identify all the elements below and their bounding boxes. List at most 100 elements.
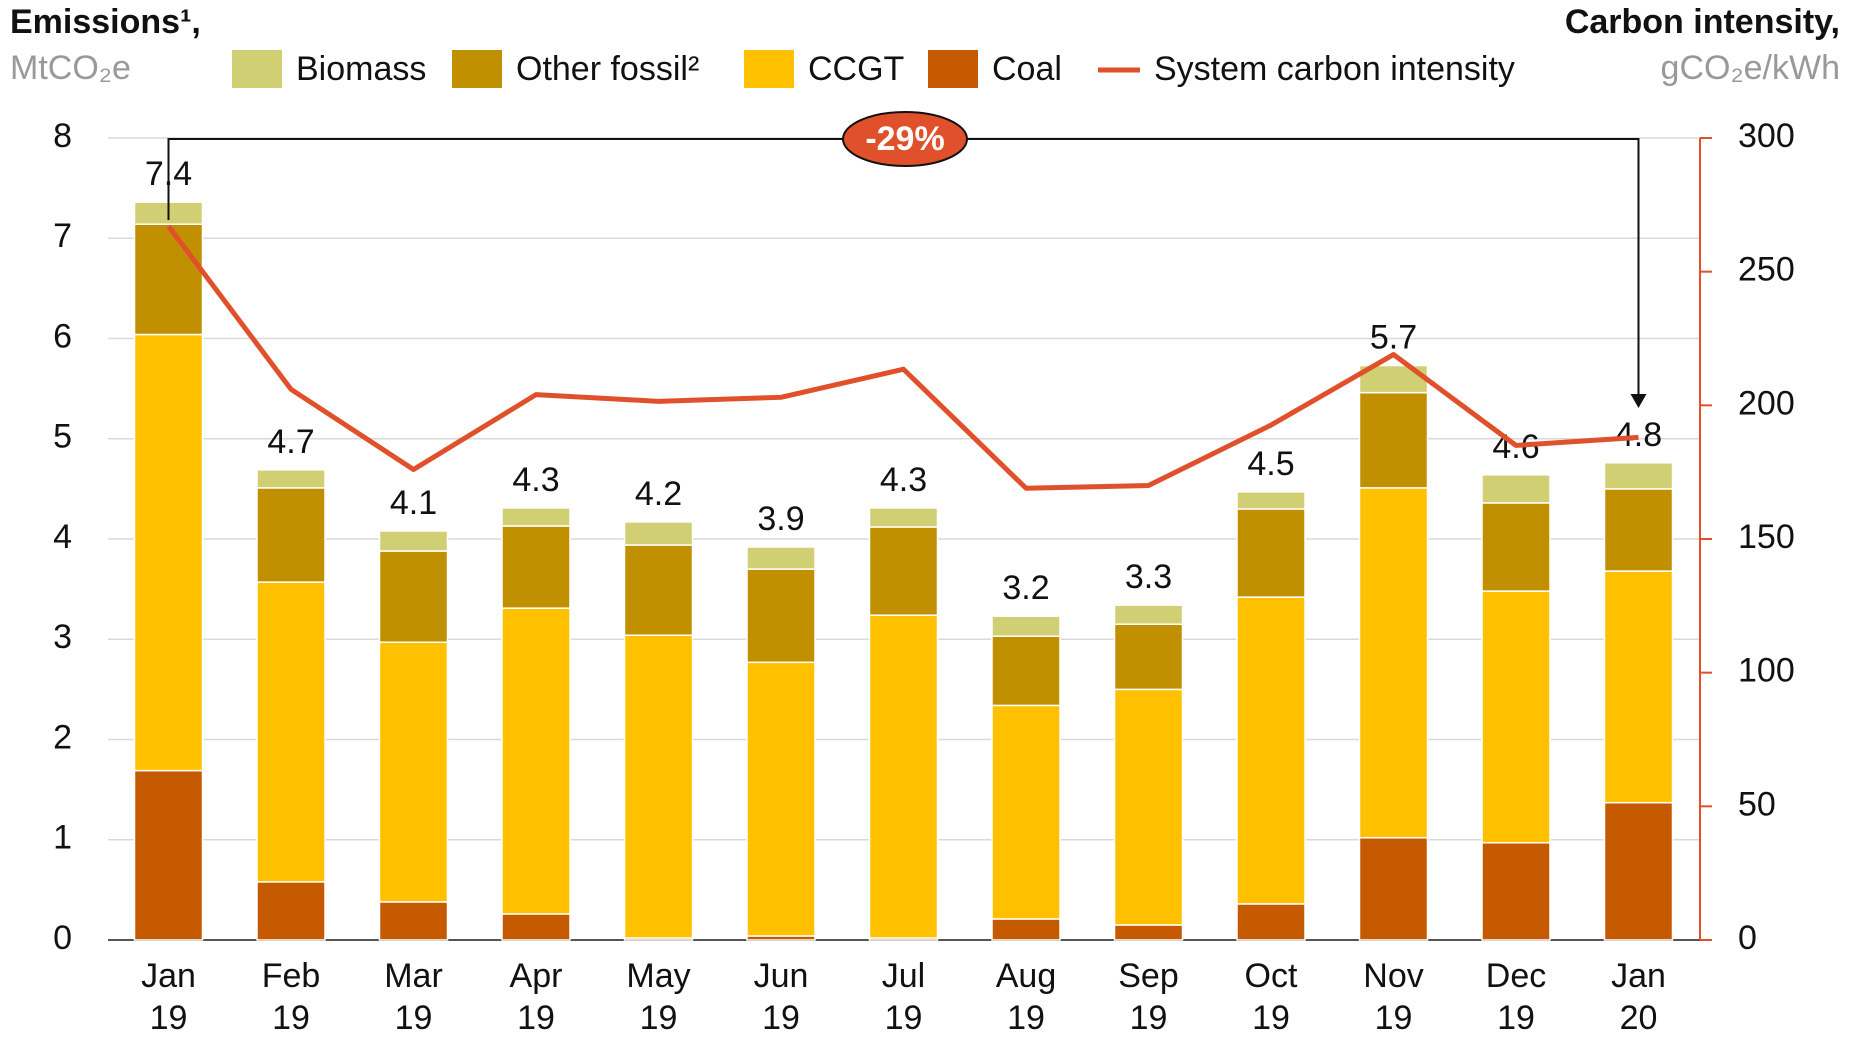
bar-segment (1481, 842, 1551, 941)
bar-segment (501, 525, 571, 609)
x-tick-label: Jun 19 (753, 957, 809, 1037)
bar-segment (1236, 491, 1306, 510)
legend-label: CCGT (808, 50, 904, 88)
bar-segment (1481, 590, 1551, 844)
total-label: 4.3 (512, 461, 559, 499)
annotation-bubble (842, 111, 968, 167)
bar-segment (1113, 924, 1184, 941)
bar-segment (746, 568, 816, 664)
bar-segment (133, 769, 204, 941)
x-tick-label: Dec 19 (1485, 957, 1547, 1037)
legend-label: Coal (992, 50, 1062, 88)
bar-segment (1113, 623, 1184, 691)
bar-segment (1113, 688, 1184, 926)
bar-segment (256, 469, 326, 489)
x-tick-label: Nov 19 (1363, 957, 1424, 1037)
bar-segment (868, 526, 939, 616)
bar-segment (378, 901, 449, 941)
arrowhead (1630, 394, 1647, 408)
x-tick-label: May 19 (626, 957, 691, 1037)
x-tick-label: Aug 19 (995, 957, 1057, 1037)
bar-segment (1236, 508, 1306, 598)
y2-tick-label: 200 (1738, 384, 1795, 422)
bar-segment (746, 661, 816, 937)
bar-segment (623, 521, 694, 546)
bar-segment (1358, 487, 1429, 839)
x-tick-label: Sep 19 (1118, 957, 1179, 1037)
bar-segment (1603, 462, 1674, 490)
legend-swatch (928, 50, 978, 88)
legend-label: Other fossil² (516, 50, 699, 88)
y2-tick-label: 150 (1738, 518, 1795, 556)
bar-segment (1603, 801, 1674, 941)
legend-label: Biomass (296, 50, 426, 88)
y-tick-label: 7 (53, 217, 72, 255)
y-axis-title: Emissions¹, (10, 3, 201, 41)
bar-segment (991, 704, 1061, 920)
line (166, 224, 1639, 491)
y2-tick-label: 50 (1738, 785, 1776, 823)
bar-segment (378, 550, 449, 644)
y-tick-label: 0 (53, 919, 72, 957)
bar-segment (1603, 570, 1674, 804)
x-tick-label: Oct 19 (1244, 957, 1298, 1037)
annotation: -29% (865, 120, 944, 158)
bar-segment (623, 634, 694, 939)
x-tick-label: Jan 20 (1611, 957, 1666, 1037)
bar-segment (868, 507, 939, 528)
bar-segment (1603, 488, 1674, 572)
bar-segment (1481, 474, 1551, 504)
total-label: 4.3 (880, 461, 927, 499)
bar-segment (623, 544, 694, 636)
bar-segment (501, 913, 571, 941)
bar-segment (868, 614, 939, 939)
total-label: 3.9 (757, 500, 804, 538)
y-axis-unit: MtCO₂e (10, 49, 131, 87)
total-label: 3.3 (1125, 558, 1172, 596)
total-label: 4.8 (1615, 416, 1662, 454)
y2-tick-label: 0 (1738, 919, 1757, 957)
y-tick-label: 5 (53, 418, 72, 456)
bar-segment (133, 333, 204, 772)
bar-segment (501, 607, 571, 915)
bar-segment (256, 581, 326, 883)
y2-axis-unit: gCO₂e/kWh (1661, 49, 1840, 87)
bar-segment (1358, 391, 1429, 489)
y2-tick-label: 250 (1738, 251, 1795, 289)
total-label: 5.7 (1370, 319, 1417, 357)
bar-segment (1358, 836, 1429, 941)
y2-axis-title: Carbon intensity, (1565, 3, 1840, 41)
y2-tick-label: 100 (1738, 652, 1795, 690)
bar-segment (133, 223, 204, 336)
legend-swatch (452, 50, 502, 88)
y-tick-label: 2 (53, 718, 72, 756)
bar-segment (256, 487, 326, 583)
x-tick-label: Mar 19 (384, 957, 443, 1037)
y-tick-label: 8 (53, 117, 72, 155)
bar-segment (378, 641, 449, 903)
total-label: 4.1 (390, 484, 437, 522)
bar-segment (378, 530, 449, 552)
bracket (167, 138, 1640, 396)
total-label: 4.7 (267, 423, 314, 461)
bar-segment (991, 635, 1061, 707)
bar-segment (1113, 604, 1184, 625)
y-tick-label: 3 (53, 618, 72, 656)
bar-segment (1236, 903, 1306, 941)
y2-tick-label: 300 (1738, 117, 1795, 155)
x-tick-label: Feb 19 (261, 957, 321, 1037)
bar-segment (256, 881, 326, 941)
bar-segment (501, 507, 571, 527)
bar-segment (1236, 596, 1306, 905)
y-tick-label: 4 (53, 518, 72, 556)
x-tick-label: Jul 19 (881, 957, 926, 1037)
total-label: 4.2 (635, 475, 682, 513)
bar-segment (991, 918, 1061, 941)
legend-swatch (744, 50, 794, 88)
bar-segment (746, 546, 816, 570)
legend-label: System carbon intensity (1154, 50, 1515, 88)
total-label: 3.2 (1002, 569, 1049, 607)
total-label: 4.5 (1247, 445, 1294, 483)
